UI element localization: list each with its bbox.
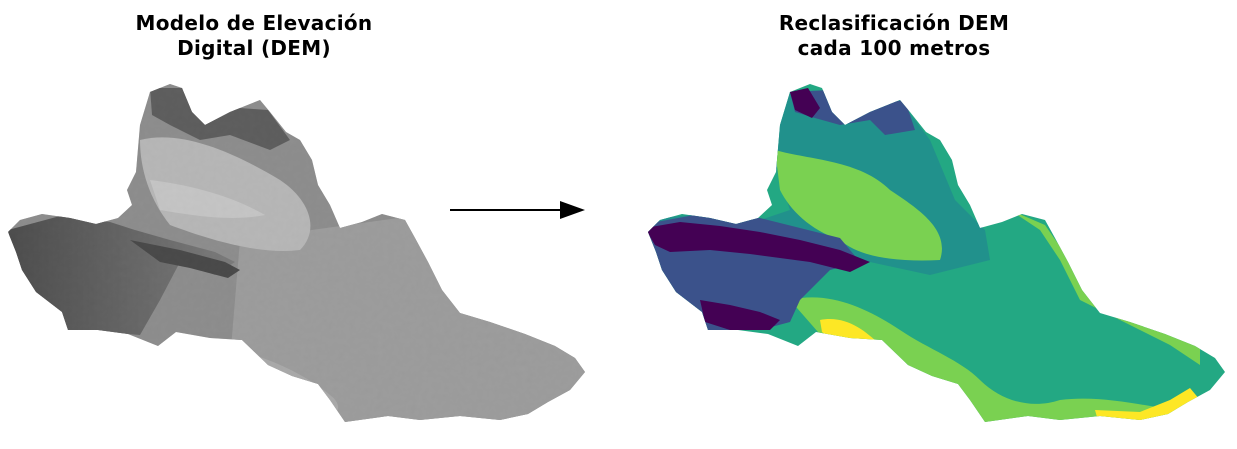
reclass-map <box>648 84 1225 422</box>
right-arrow-icon <box>450 201 585 219</box>
reclass-class-1-southwest <box>700 300 780 330</box>
dem-map <box>8 84 585 422</box>
dem-texture <box>8 84 585 422</box>
dem-title: Modelo de Elevación Digital (DEM) <box>104 11 404 61</box>
reclass-title: Reclasificación DEM cada 100 metros <box>744 11 1044 61</box>
reclass-title-line-1: Reclasificación DEM <box>778 11 1010 35</box>
dem-title-line-2: Digital (DEM) <box>177 36 331 60</box>
reclass-class-1-north <box>790 88 820 118</box>
reclass-class-1-river <box>648 222 870 272</box>
dem-title-line-1: Modelo de Elevación <box>135 11 373 35</box>
reclass-title-line-2: cada 100 metros <box>797 36 991 60</box>
reclass-class-5-north <box>775 150 942 261</box>
